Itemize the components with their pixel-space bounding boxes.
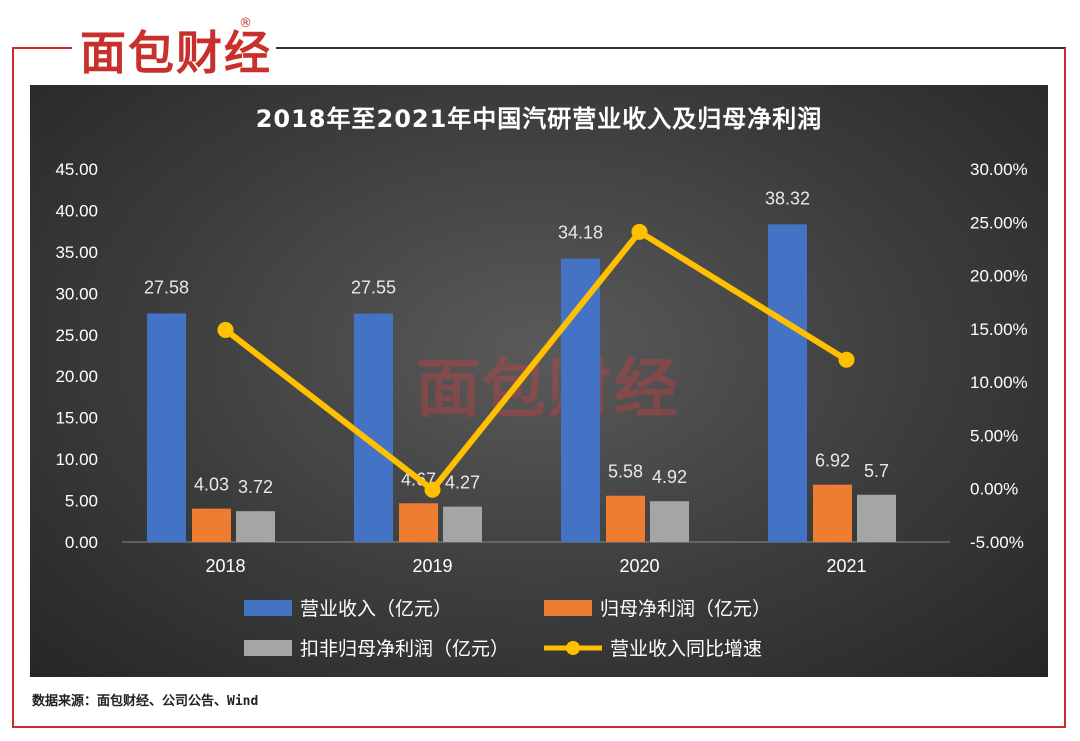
- legend-label: 营业收入同比增速: [610, 638, 762, 660]
- frame-top-line-right: [276, 47, 1066, 49]
- x-tick-label: 2021: [826, 556, 866, 576]
- legend-swatch: [244, 640, 292, 656]
- y-right-tick-label: 15.00%: [970, 320, 1028, 339]
- y-right-tick-label: 25.00%: [970, 213, 1028, 232]
- growth-line: [223, 228, 849, 493]
- y-right-tick-label: 0.00%: [970, 480, 1018, 499]
- y-right-tick-label: 20.00%: [970, 267, 1028, 286]
- bar-revenue: [354, 313, 393, 542]
- legend-label: 营业收入（亿元）: [300, 598, 452, 620]
- growth-point: [217, 321, 234, 338]
- bar-net-profit: [399, 503, 438, 542]
- legend-label: 扣非归母净利润（亿元）: [300, 638, 509, 660]
- data-label: 27.55: [351, 278, 396, 298]
- y-left-tick-label: 5.00: [65, 492, 98, 511]
- x-tick-label: 2019: [412, 556, 452, 576]
- source-note: 数据来源：面包财经、公司公告、Wind: [32, 694, 259, 709]
- chart-panel: 2018年至2021年中国汽研营业收入及归母净利润 面包财经 0.00 5.00 1…: [30, 85, 1048, 677]
- y-left-tick-label: 10.00: [55, 450, 98, 469]
- data-label: 6.92: [815, 451, 850, 471]
- bar-revenue: [147, 313, 186, 542]
- bar-net-profit: [813, 484, 852, 542]
- combo-chart: 0.00 5.00 10.00 15.00 20.00 25.00 30.00 35.00 40…: [55, 160, 1028, 660]
- data-label: 34.18: [558, 223, 603, 243]
- registered-mark: ®: [239, 16, 254, 31]
- frame-top-line-left: [12, 47, 72, 49]
- data-label: 38.32: [765, 188, 810, 208]
- bar-deducted-profit: [443, 506, 482, 542]
- data-label: 3.72: [238, 477, 273, 497]
- y-right-tick-label: -5.00%: [970, 533, 1024, 552]
- y-right-tick-label: 5.00%: [970, 426, 1018, 445]
- bar-net-profit: [192, 508, 231, 542]
- y-left-tick-label: 40.00: [55, 201, 98, 220]
- bar-deducted-profit: [857, 494, 896, 542]
- y-left-tick-label: 20.00: [55, 367, 98, 386]
- data-label: 4.27: [445, 473, 480, 493]
- growth-point: [424, 481, 441, 498]
- x-tick-label: 2018: [205, 556, 245, 576]
- data-label: 4.03: [194, 475, 229, 495]
- legend-swatch: [544, 600, 592, 616]
- y-left-tick-label: 25.00: [55, 326, 98, 345]
- bar-deducted-profit: [236, 511, 275, 542]
- y-left-tick-label: 0.00: [65, 533, 98, 552]
- bar-net-profit: [606, 495, 645, 542]
- chart-title: 2018年至2021年中国汽研营业收入及归母净利润: [255, 105, 823, 133]
- data-label: 27.58: [144, 277, 189, 297]
- y-left-tick-label: 45.00: [55, 160, 98, 179]
- brand-logo: 面包财经 ®: [80, 16, 272, 80]
- y-right-tick-label: 30.00%: [970, 160, 1028, 179]
- bar-revenue: [768, 224, 807, 542]
- x-tick-label: 2020: [619, 556, 659, 576]
- y-right-tick-label: 10.00%: [970, 373, 1028, 392]
- data-label: 5.58: [608, 462, 643, 482]
- growth-point: [838, 351, 855, 368]
- legend-label: 归母净利润（亿元）: [600, 598, 771, 620]
- y-left-tick-label: 35.00: [55, 243, 98, 262]
- y-left-tick-label: 30.00: [55, 284, 98, 303]
- growth-point: [631, 223, 648, 240]
- frame-border: [12, 48, 1066, 728]
- legend-swatch-marker: [566, 641, 580, 655]
- legend-swatch: [244, 600, 292, 616]
- data-label: 5.7: [864, 461, 889, 481]
- logo-text: 面包财经: [80, 26, 272, 80]
- y-left-tick-label: 15.00: [55, 409, 98, 428]
- bar-deducted-profit: [650, 501, 689, 542]
- data-label: 4.92: [652, 467, 687, 487]
